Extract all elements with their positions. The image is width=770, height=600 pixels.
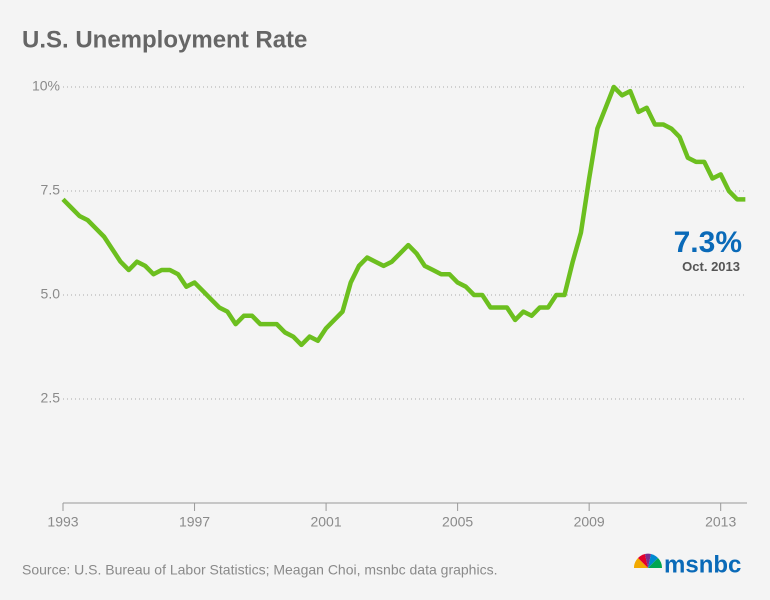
x-tick-label: 2009 [574, 514, 605, 530]
brand-name: msnbc [664, 551, 741, 578]
x-tick-label: 2001 [310, 514, 341, 530]
x-tick-label: 1997 [179, 514, 210, 530]
x-tick-label: 2005 [442, 514, 473, 530]
y-tick-label: 2.5 [41, 390, 61, 406]
chart-title: U.S. Unemployment Rate [22, 26, 307, 53]
annotation-note: Oct. 2013 [682, 259, 740, 274]
y-tick-label: 7.5 [41, 182, 61, 198]
data-line [61, 84, 746, 348]
x-tick-label: 2013 [705, 514, 736, 530]
source-note: Source: U.S. Bureau of Labor Statistics;… [22, 562, 497, 578]
y-tick-label: 5.0 [41, 286, 61, 302]
y-tick-label: 10% [32, 78, 60, 94]
annotation-value: 7.3% [674, 226, 742, 259]
brand-logo: msnbc [633, 551, 741, 578]
x-tick-label: 1993 [47, 514, 78, 530]
